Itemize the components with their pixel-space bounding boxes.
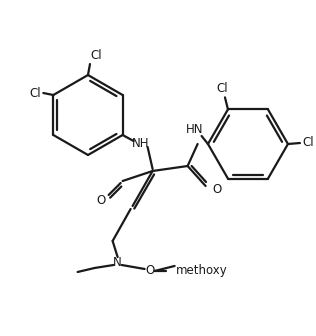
Text: N: N — [113, 256, 122, 269]
Text: methoxy: methoxy — [176, 264, 227, 278]
Text: Cl: Cl — [90, 49, 102, 62]
Text: O: O — [96, 195, 105, 208]
Text: Cl: Cl — [30, 86, 41, 99]
Text: NH: NH — [132, 136, 149, 150]
Text: HN: HN — [186, 123, 204, 136]
Text: Cl: Cl — [302, 135, 313, 149]
Text: O: O — [145, 264, 154, 278]
Text: O: O — [213, 183, 222, 197]
Text: Cl: Cl — [216, 82, 228, 95]
